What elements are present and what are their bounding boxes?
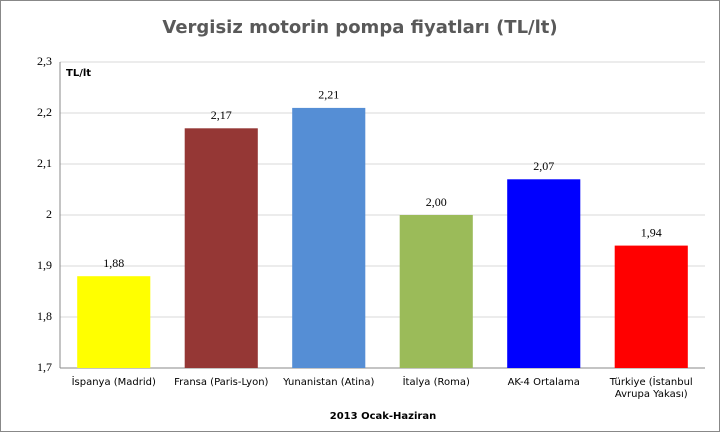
y-tick-label: 1,9 (37, 258, 52, 272)
y-tick-label: 2,3 (37, 54, 52, 68)
value-label: 2,07 (533, 159, 554, 173)
x-tick-label: İtalya (Roma) (403, 375, 470, 388)
bar (184, 128, 258, 368)
value-label: 1,88 (103, 256, 124, 270)
y-axis-label: TL/lt (66, 68, 91, 79)
value-label: 2,21 (318, 88, 339, 102)
x-tick-label: İspanya (Madrid) (72, 375, 156, 388)
x-tick-label: Yunanistan (Atina) (282, 377, 374, 388)
chart-title: Vergisiz motorin pompa fiyatları (TL/lt) (162, 17, 557, 38)
y-tick-label: 2,1 (37, 156, 52, 170)
value-label: 1,94 (641, 225, 662, 239)
bar (292, 107, 366, 369)
x-tick-label: Türkiye (İstanbul Avrupa Yakası) (609, 375, 693, 400)
x-tick-label: Fransa (Paris-Lyon) (174, 377, 268, 388)
x-tick-label: AK-4 Ortalama (508, 377, 580, 388)
value-label: 2,00 (426, 195, 447, 209)
y-tick-label: 2 (46, 207, 52, 221)
x-axis-label: 2013 Ocak-Haziran (330, 411, 436, 422)
y-tick-label: 1,7 (37, 360, 52, 374)
bar (399, 215, 473, 368)
y-tick-label: 1,8 (37, 309, 52, 323)
bar (507, 179, 581, 368)
bar (77, 276, 151, 368)
y-tick-label: 2,2 (37, 105, 52, 119)
value-label: 2,17 (211, 108, 232, 122)
bar (614, 245, 688, 368)
